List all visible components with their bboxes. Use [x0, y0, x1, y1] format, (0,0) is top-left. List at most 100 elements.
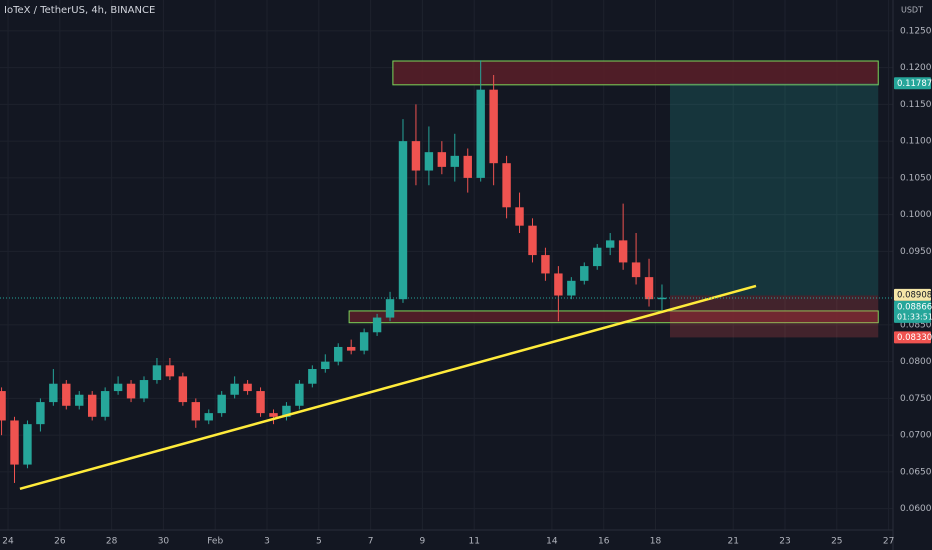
candle-body	[178, 376, 188, 403]
x-tick-label: 24	[2, 537, 14, 547]
candle-body	[191, 402, 201, 421]
candle-body	[450, 155, 459, 167]
grid	[0, 0, 893, 530]
candle-body	[165, 365, 175, 377]
chart-title: IoTeX / TetherUS, 4h, BINANCE	[4, 5, 155, 16]
price-tag-label: 0.08866	[897, 302, 932, 312]
price-tag-label: 0.08330	[897, 333, 932, 343]
x-tick-label: 16	[598, 537, 610, 547]
candle-body	[605, 240, 615, 248]
candle-body	[502, 163, 511, 208]
candle-body	[139, 380, 149, 399]
candle-body	[100, 391, 110, 417]
candle-body	[10, 420, 19, 465]
candle-body	[87, 394, 97, 417]
candle-body	[554, 273, 563, 296]
price-tag-label: 0.11787	[897, 79, 932, 89]
candle-body	[334, 346, 343, 362]
candle-body	[230, 383, 239, 395]
candle-body	[49, 383, 58, 403]
candle-body	[372, 317, 382, 333]
candle-body	[269, 413, 278, 417]
candle-body	[385, 299, 395, 318]
candle-body	[463, 155, 472, 178]
drawings	[348, 60, 879, 338]
candle-body	[321, 361, 330, 370]
x-tick-label: 27	[883, 537, 894, 547]
x-tick-label: 7	[368, 537, 374, 547]
x-tick-label: 5	[316, 537, 322, 547]
candle-body	[631, 262, 641, 278]
candle-body	[528, 225, 537, 256]
x-tick-label: 3	[264, 537, 270, 547]
candle-body	[217, 394, 226, 414]
trendline	[19, 284, 757, 491]
price-tag	[894, 77, 931, 90]
candle-body	[346, 346, 356, 351]
candle-body	[593, 247, 602, 267]
candle-body	[644, 277, 654, 300]
zone	[392, 60, 879, 86]
candle-body	[541, 255, 550, 274]
candle-body	[113, 383, 123, 392]
position-stop	[670, 295, 879, 338]
candles	[0, 60, 667, 483]
candle-body	[308, 369, 317, 384]
candle-body	[489, 89, 498, 164]
candle-body	[515, 207, 524, 226]
price-tag	[894, 331, 931, 344]
price-tag-label: 0.08908	[897, 290, 932, 300]
x-tick-label: 18	[650, 537, 662, 547]
candle-body	[476, 89, 485, 178]
zone	[348, 310, 879, 324]
x-tick-label: 23	[779, 537, 790, 547]
candle-body	[411, 141, 421, 171]
price-tag	[894, 288, 931, 301]
candle-body	[282, 405, 291, 417]
x-tick-label: 9	[420, 537, 426, 547]
candle-body	[359, 332, 369, 351]
candle-body	[618, 240, 628, 263]
x-tick-label: 21	[727, 537, 738, 547]
overlays	[0, 284, 893, 491]
candle-body	[657, 297, 667, 300]
candle-body	[204, 413, 213, 421]
x-tick-label: 11	[468, 537, 479, 547]
x-tick-label: 25	[831, 537, 842, 547]
x-tick-label: 30	[158, 537, 170, 547]
candle-body	[23, 424, 32, 465]
price-tag	[894, 300, 931, 323]
candle-body	[398, 141, 408, 300]
candle-body	[437, 152, 447, 167]
candle-body	[0, 391, 6, 421]
candle-body	[256, 391, 265, 414]
price-tag-countdown: 01:33:51	[897, 312, 932, 321]
candle-body	[75, 394, 84, 406]
candle-body	[567, 280, 576, 296]
x-tick-label: 28	[106, 537, 118, 547]
candle-body	[126, 383, 136, 399]
candle-body	[62, 383, 71, 406]
candle-body	[36, 402, 45, 425]
position-target	[670, 83, 879, 296]
x-tick-label: Feb	[207, 537, 223, 547]
currency-label: USDT	[901, 6, 923, 15]
candle-body	[424, 152, 434, 171]
candle-body	[580, 266, 589, 281]
x-tick-label: 26	[54, 537, 66, 547]
x-tick-label: 14	[546, 537, 558, 547]
